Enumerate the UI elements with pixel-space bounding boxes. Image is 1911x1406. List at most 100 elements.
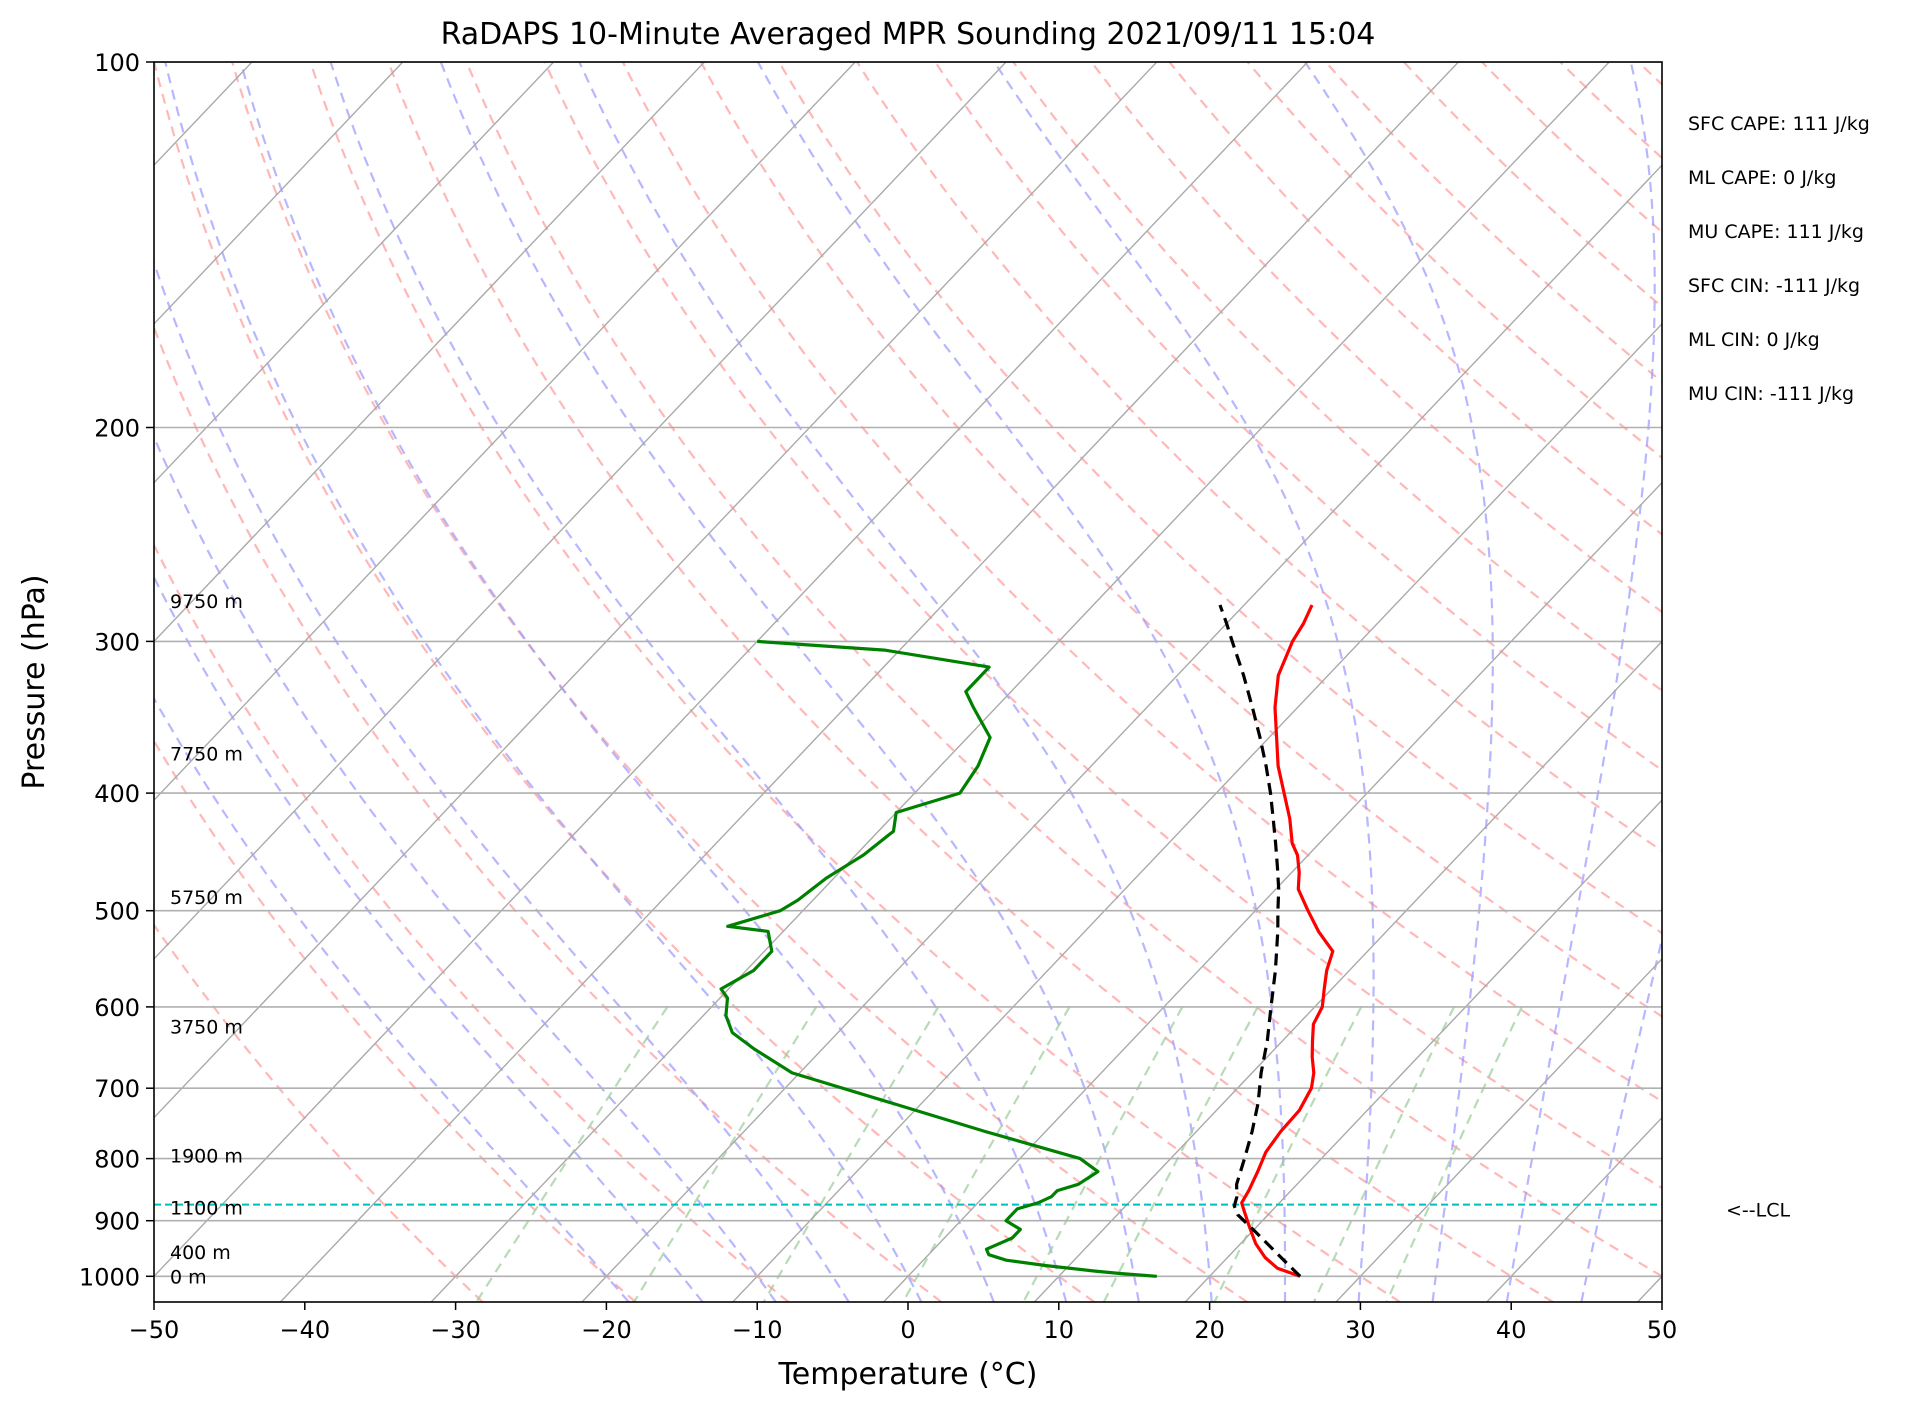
y-tick-label: 1000 (79, 1263, 140, 1291)
isotherm (154, 62, 1007, 960)
cape-cin-annotation: SFC CAPE: 111 J/kg (1688, 113, 1870, 135)
moist-adiabat (756, 62, 1287, 1302)
cape-cin-annotation: MU CAPE: 111 J/kg (1688, 221, 1864, 243)
height-label: 7750 m (170, 743, 243, 765)
moist-adiabat (154, 259, 850, 1302)
mixing-ratio-line (1385, 1006, 1523, 1302)
isotherm (154, 62, 404, 325)
y-tick-label: 800 (94, 1146, 140, 1174)
isotherm (883, 481, 1662, 1302)
moist-adiabat (164, 62, 923, 1302)
dry-adiabat (309, 62, 1401, 1302)
height-label: 9750 m (170, 591, 243, 613)
height-label: 1100 m (170, 1198, 243, 1220)
y-tick-label: 300 (94, 628, 140, 656)
x-tick-label: 50 (1647, 1316, 1678, 1344)
isotherm (430, 62, 1610, 1302)
x-tick-label: 40 (1496, 1316, 1527, 1344)
isotherm (732, 322, 1662, 1302)
background-lines (154, 62, 1662, 1302)
moist-adiabat (1580, 934, 1662, 1302)
chart-title: RaDAPS 10-Minute Averaged MPR Sounding 2… (441, 17, 1376, 52)
moist-adiabat (154, 434, 777, 1302)
x-tick-label: −40 (279, 1316, 330, 1344)
dry-adiabat (934, 62, 1662, 772)
dry-adiabat (543, 62, 1662, 1190)
moist-adiabat (993, 62, 1375, 1302)
cape-cin-annotation: MU CIN: -111 J/kg (1688, 383, 1854, 405)
isotherm (279, 62, 1459, 1302)
x-axis-title: Temperature (°C) (778, 1357, 1038, 1392)
isotherm (581, 164, 1662, 1302)
y-tick-label: 600 (94, 994, 140, 1022)
cape-cin-annotation: SFC CIN: -111 J/kg (1688, 275, 1860, 297)
lcl-group: <--LCL (154, 1200, 1790, 1222)
parcel-profile (1218, 604, 1302, 1278)
dry-adiabat (154, 738, 637, 1302)
y-axis-title: Pressure (hPa) (17, 574, 52, 789)
isotherm (1184, 799, 1662, 1302)
dry-adiabat (856, 62, 1662, 853)
moist-adiabat (1304, 62, 1494, 1302)
x-tick-label: −30 (430, 1316, 481, 1344)
x-tick-label: 30 (1345, 1316, 1376, 1344)
moist-adiabat (239, 62, 995, 1302)
isotherm (154, 62, 1309, 1278)
dry-adiabat (154, 542, 790, 1302)
lcl-label: <--LCL (1726, 1200, 1790, 1222)
mixing-ratio-line (1312, 1006, 1456, 1302)
height-label: 400 m (170, 1242, 231, 1264)
mixing-ratio-line (1213, 1006, 1363, 1302)
height-label: 0 m (170, 1266, 207, 1288)
series-group (719, 604, 1335, 1278)
y-axis-ticks: 100 200 300 400 500 600 700 800 900 1000 (79, 49, 154, 1291)
moist-adiabat (439, 62, 1140, 1302)
x-tick-label: −50 (129, 1316, 180, 1344)
x-tick-label: −20 (581, 1316, 632, 1344)
mixing-ratio-line (475, 1006, 669, 1302)
height-label: 1900 m (170, 1145, 243, 1167)
y-tick-label: 500 (94, 898, 140, 926)
dry-adiabat (465, 62, 1662, 1278)
y-tick-label: 200 (94, 415, 140, 443)
dry-adiabat (1168, 62, 1662, 536)
cape-cin-annotations: SFC CAPE: 111 J/kg ML CAPE: 0 J/kg MU CAPE… (1688, 113, 1870, 405)
y-tick-label: 100 (94, 49, 140, 77)
pressure-grid (154, 62, 1662, 1278)
y-tick-label: 700 (94, 1075, 140, 1103)
mixing-ratio-line (762, 1006, 940, 1302)
x-tick-label: 10 (1044, 1316, 1075, 1344)
height-label: 3750 m (170, 1017, 243, 1039)
isotherm (1335, 957, 1662, 1302)
isotherm (154, 62, 705, 643)
moist-adiabat (329, 62, 1068, 1302)
dry-adiabat (1246, 62, 1662, 460)
dry-adiabat (621, 62, 1662, 1103)
x-tick-label: 0 (900, 1316, 915, 1344)
dry-adiabat (699, 62, 1662, 1018)
mixing-ratio-line (633, 1006, 818, 1302)
moist-adiabat (1505, 62, 1656, 1302)
cape-cin-annotation: ML CAPE: 0 J/kg (1688, 167, 1836, 189)
isotherm (154, 62, 555, 484)
y-tick-label: 900 (94, 1208, 140, 1236)
x-tick-label: 20 (1194, 1316, 1225, 1344)
cape-cin-annotation: ML CIN: 0 J/kg (1688, 329, 1820, 351)
mixing-ratio-line (902, 1006, 1071, 1302)
height-label: 5750 m (170, 887, 243, 909)
temperature-profile (1240, 604, 1335, 1278)
isotherm (154, 62, 856, 802)
moist-adiabat (578, 62, 1213, 1302)
dewpoint-profile (719, 639, 1157, 1278)
x-axis-ticks: −50 −40 −30 −20 −10 0 10 20 30 40 50 (129, 1302, 1678, 1344)
dry-adiabat (1403, 62, 1662, 309)
dry-adiabat (231, 62, 1248, 1302)
x-tick-label: −10 (732, 1316, 783, 1344)
y-tick-label: 400 (94, 780, 140, 808)
isotherm (1033, 640, 1662, 1302)
mixing-ratio-line (1102, 1006, 1259, 1302)
